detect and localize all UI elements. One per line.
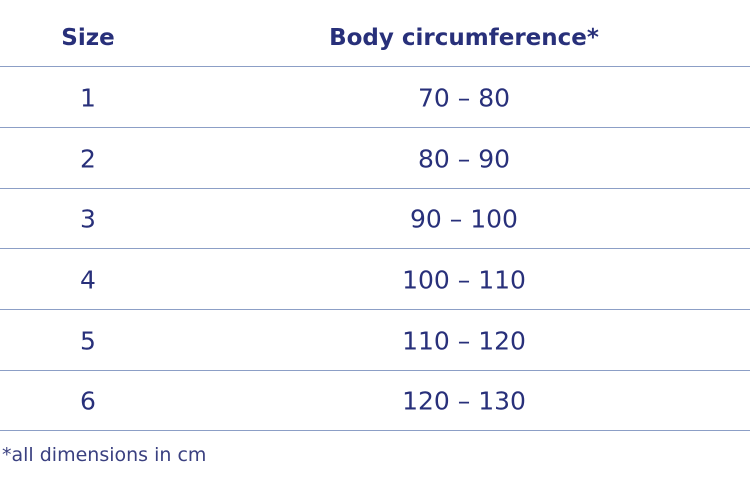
row-divider (0, 248, 750, 249)
size-cell: 2 (80, 144, 96, 173)
circumference-cell: 100 – 110 (402, 265, 526, 294)
row-divider (0, 127, 750, 128)
row-divider (0, 370, 750, 371)
row-divider (0, 430, 750, 431)
size-cell: 6 (80, 386, 96, 416)
circumference-cell: 110 – 120 (402, 326, 526, 355)
header-cell: Size (61, 25, 115, 51)
size-cell: 4 (80, 265, 96, 294)
footnote: *all dimensions in cm (2, 444, 207, 466)
circumference-cell: 120 – 130 (402, 386, 526, 416)
row-divider (0, 66, 750, 67)
circumference-cell: 80 – 90 (417, 144, 511, 173)
row-divider (0, 309, 750, 310)
circumference-cell: 90 – 100 (410, 204, 518, 234)
row-divider (0, 188, 750, 189)
size-cell: 1 (80, 83, 96, 112)
size-cell: 5 (80, 326, 96, 355)
circumference-cell: 70 – 80 (417, 83, 511, 112)
size-cell: 3 (80, 204, 96, 234)
header-cell: Body circumference* (329, 25, 599, 51)
